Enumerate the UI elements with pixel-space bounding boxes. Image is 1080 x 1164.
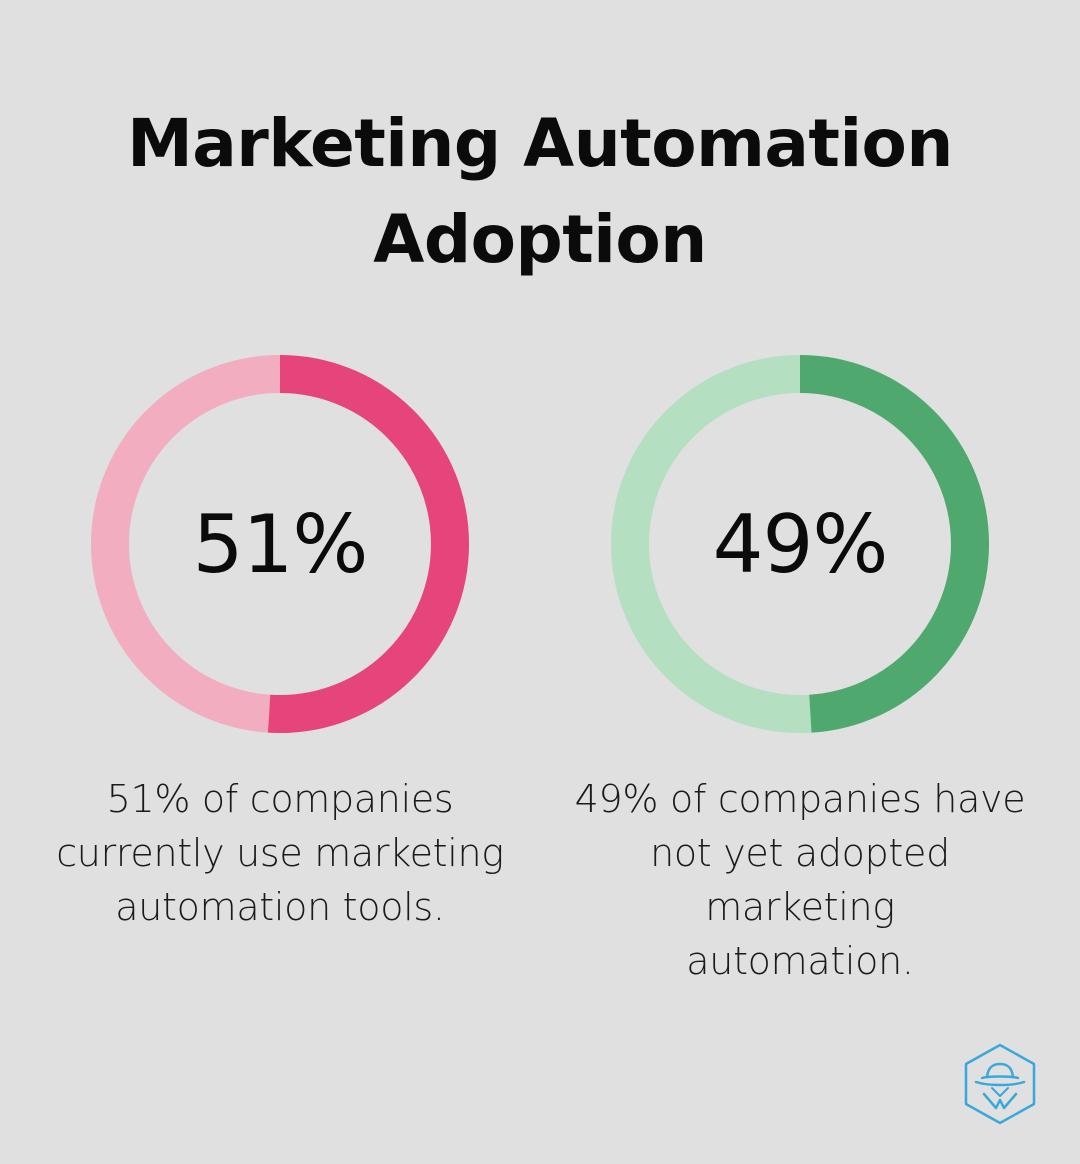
caption-line: 51% of companies: [106, 777, 454, 821]
donut-chart-used: 51%: [91, 355, 469, 733]
donut-value-label: 51%: [192, 497, 369, 591]
caption-not-used: 49% of companies have not yet adopted ma…: [550, 772, 1050, 988]
caption-line: not yet adopted marketing: [650, 831, 950, 929]
title-text: Marketing Automation Adoption: [127, 105, 953, 278]
donut-svg-not-used: [611, 355, 989, 733]
caption-line: automation.: [686, 939, 914, 983]
page-title: Marketing Automation Adoption: [0, 96, 1080, 288]
donut-value-segment: [611, 355, 989, 733]
donut-value-segment: [91, 355, 469, 733]
donut-value-label: 49%: [712, 497, 889, 591]
spy-hat-hexagon-icon: [962, 1042, 1038, 1126]
caption-used: 51% of companies currently use marketing…: [30, 772, 530, 934]
caption-line: 49% of companies have: [574, 777, 1026, 821]
caption-line: automation tools.: [115, 885, 445, 929]
caption-line: currently use marketing: [56, 831, 504, 875]
donut-svg-used: [91, 355, 469, 733]
donut-chart-not-used: 49%: [611, 355, 989, 733]
